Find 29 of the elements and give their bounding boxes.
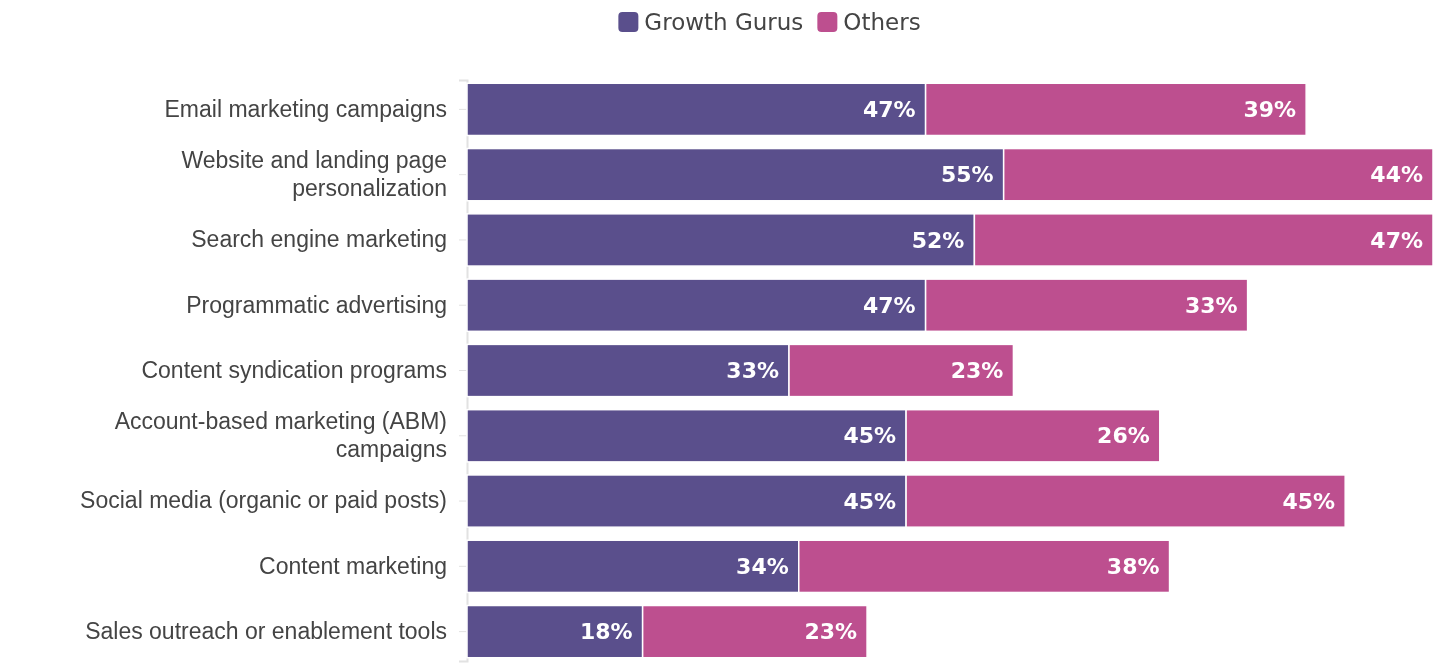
y-tick-label: Search engine marketing — [191, 226, 447, 253]
y-tick-label: Content marketing — [259, 552, 447, 579]
data-label: 18% — [579, 619, 633, 645]
legend-label: Growth Gurus — [644, 9, 804, 36]
data-label: 34% — [736, 554, 789, 580]
data-label: 38% — [1106, 554, 1160, 580]
data-label: 47% — [862, 97, 916, 123]
y-tick-label: Website and landing page personalization — [181, 147, 447, 201]
y-tick-label: Social media (organic or paid posts) — [80, 487, 447, 514]
data-label: 23% — [804, 619, 858, 645]
data-label: 26% — [1097, 423, 1150, 449]
data-label: 45% — [1282, 488, 1336, 514]
data-label: 52% — [911, 227, 965, 253]
data-label: 33% — [726, 358, 779, 384]
data-label: 23% — [950, 358, 1004, 384]
data-label: 39% — [1243, 97, 1297, 123]
data-label: 47% — [1370, 227, 1423, 253]
data-label: 44% — [1370, 162, 1423, 188]
data-label: 55% — [940, 162, 994, 188]
data-label: 47% — [862, 292, 916, 318]
y-tick-label: Sales outreach or enablement tools — [85, 617, 447, 644]
y-tick-label: Email marketing campaigns — [164, 95, 447, 122]
data-label: 45% — [843, 423, 897, 449]
y-tick-label: Content syndication programs — [141, 356, 447, 383]
data-label: 33% — [1184, 292, 1238, 318]
legend-label: Others — [843, 9, 921, 36]
data-label: 45% — [843, 488, 897, 514]
y-tick-label: Account-based marketing (ABM) campaigns — [114, 408, 447, 462]
y-tick-label: Programmatic advertising — [186, 291, 447, 318]
